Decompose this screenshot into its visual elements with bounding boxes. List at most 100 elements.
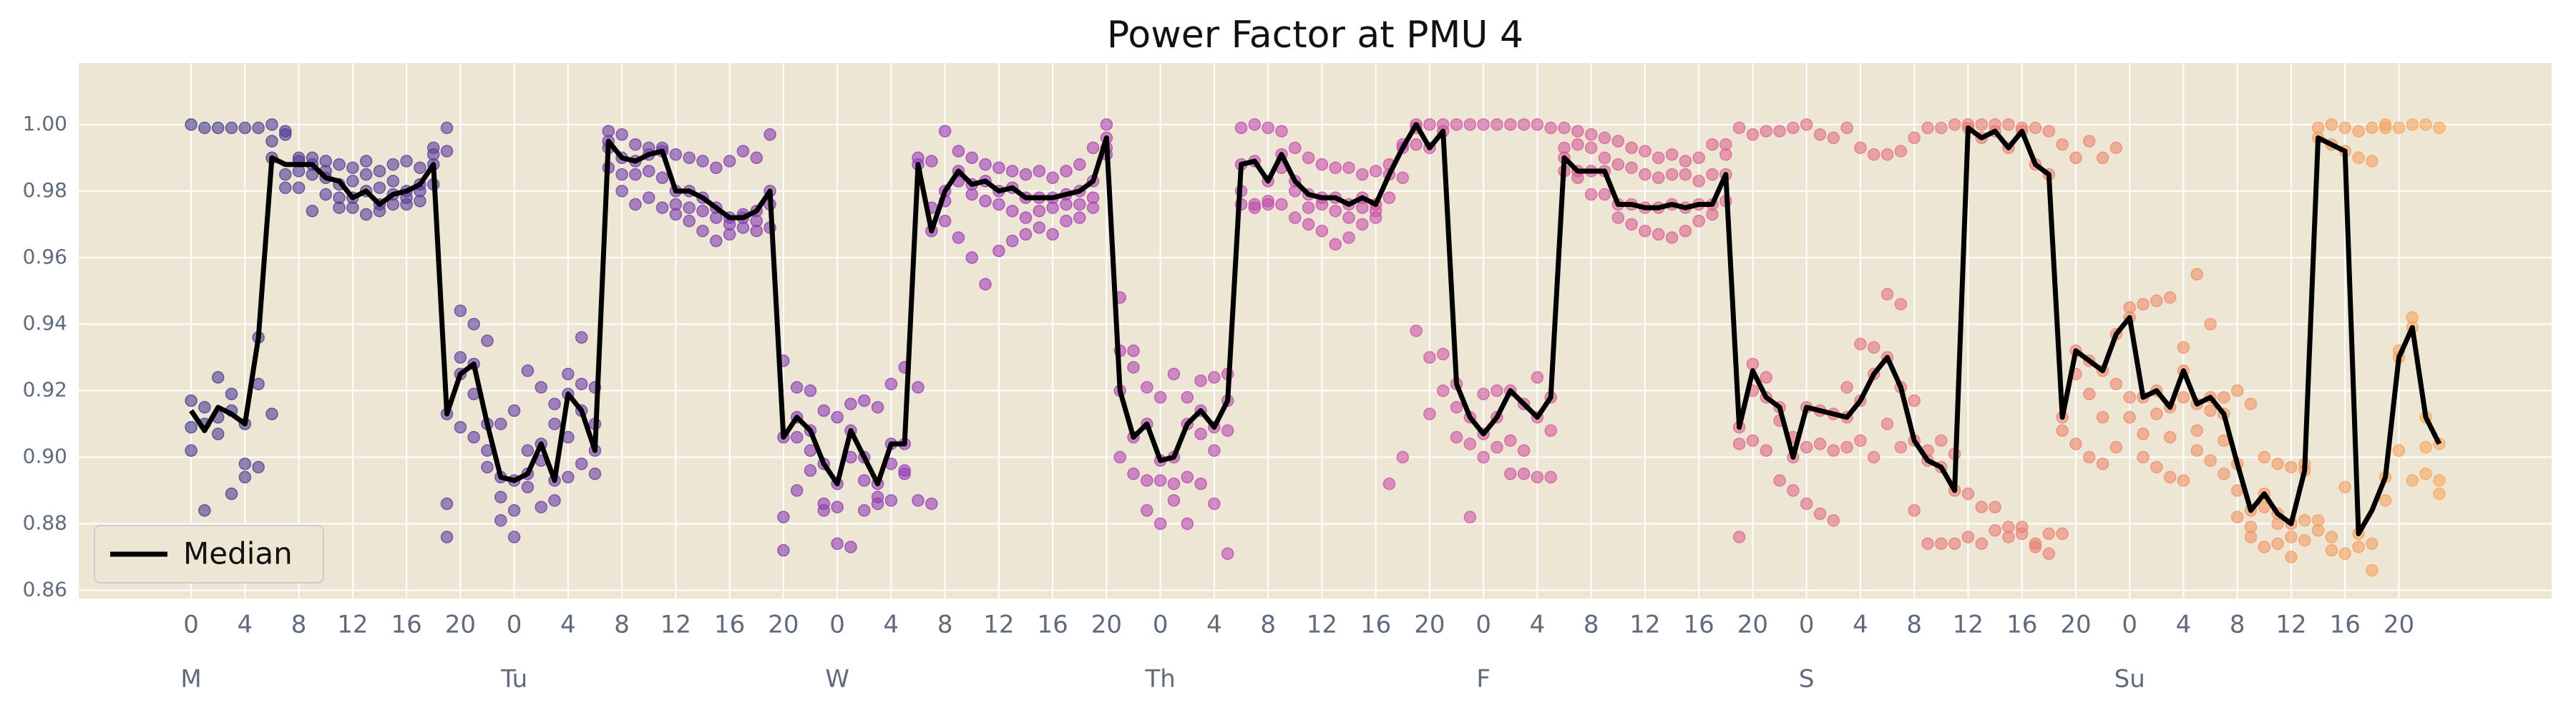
scatter-point [1208,444,1221,458]
scatter-point [710,211,723,224]
x-tick-label: 8 [1260,611,1276,639]
scatter-point [185,420,197,434]
scatter-point [2096,411,2109,424]
scatter-point [2204,317,2217,331]
scatter-point [535,500,547,513]
scatter-point [507,404,521,417]
scatter-point [1073,158,1086,171]
scatter-point [1463,118,1477,131]
x-tick-label: 12 [1307,611,1337,639]
scatter-point [1019,228,1033,241]
scatter-point [1262,198,1274,211]
scatter-point [2406,118,2419,131]
x-tick-label: 4 [238,611,253,639]
scatter-point [2150,460,2163,474]
scatter-point [912,381,924,394]
scatter-point [1396,450,1410,464]
scatter-point [696,224,709,238]
scatter-point [683,151,696,165]
scatter-point [1221,424,1234,437]
scatter-point [2056,527,2069,541]
x-tick-label: 12 [660,611,691,639]
x-tick-label: 12 [1953,611,1984,639]
y-tick-label: 1.00 [23,112,67,135]
scatter-point [1289,185,1302,198]
scatter-point [238,121,252,135]
scatter-point [1800,497,1813,511]
scatter-point [1679,155,1692,168]
scatter-point [1880,417,1894,430]
scatter-point [1935,434,1948,448]
scatter-point [279,181,292,194]
scatter-point [521,480,535,494]
scatter-point [1854,141,1867,155]
scatter-point [1181,470,1194,484]
scatter-point [2298,533,2311,547]
scatter-point [1800,118,1813,131]
scatter-point [373,165,386,178]
scatter-point [2433,487,2446,500]
scatter-point [1329,238,1342,251]
scatter-point [2366,155,2379,168]
scatter-point [2392,121,2406,135]
scatter-point [1315,198,1329,211]
scatter-point [252,377,265,391]
y-tick-label: 0.86 [23,577,67,601]
scatter-point [1598,188,1611,201]
scatter-point [1827,444,1840,458]
scatter-point [1046,171,1059,185]
scatter-point [992,161,1005,175]
scatter-point [1746,128,1760,141]
scatter-point [1989,500,2001,513]
scatter-point [750,151,763,165]
scatter-point [2109,440,2123,454]
scatter-point [467,317,480,331]
scatter-point [198,401,211,414]
scatter-point [2285,460,2298,474]
scatter-point [1679,168,1692,181]
scatter-point [1342,211,1355,224]
scatter-point [1153,474,1167,487]
scatter-point [844,397,857,410]
scatter-point [1531,470,1544,484]
scatter-point [1019,211,1033,224]
scatter-point [2298,514,2311,527]
scatter-point [292,151,306,165]
scatter-point [831,411,844,424]
scatter-point [198,121,211,135]
scatter-point [2163,430,2177,444]
scatter-point [979,195,992,208]
x-tick-label: 20 [2060,611,2091,639]
scatter-point [1732,437,1746,450]
scatter-point [736,145,750,158]
scatter-point [2150,407,2163,420]
day-label: Su [2114,665,2145,694]
scatter-point [938,125,952,137]
scatter-point [2433,121,2446,135]
y-tick-label: 0.88 [23,511,67,534]
scatter-point [1544,470,1557,484]
scatter-point [1665,148,1679,161]
scatter-point [1571,138,1584,151]
scatter-point [252,460,265,474]
scatter-point [831,500,844,513]
x-tick-label: 4 [1206,611,1222,639]
scatter-point [292,181,306,194]
scatter-point [1813,437,1827,450]
scatter-point [1625,141,1638,155]
scatter-point [710,161,723,175]
scatter-point [1181,517,1194,531]
scatter-point [1746,357,1760,371]
scatter-point [1450,118,1463,131]
scatter-point [2258,450,2271,464]
scatter-point [804,464,817,477]
scatter-point [1908,394,1921,407]
scatter-point [1208,371,1221,384]
scatter-point [521,444,535,458]
scatter-point [1302,151,1315,165]
scatter-point [2406,474,2419,487]
scatter-point [373,204,386,218]
scatter-point [333,201,346,214]
